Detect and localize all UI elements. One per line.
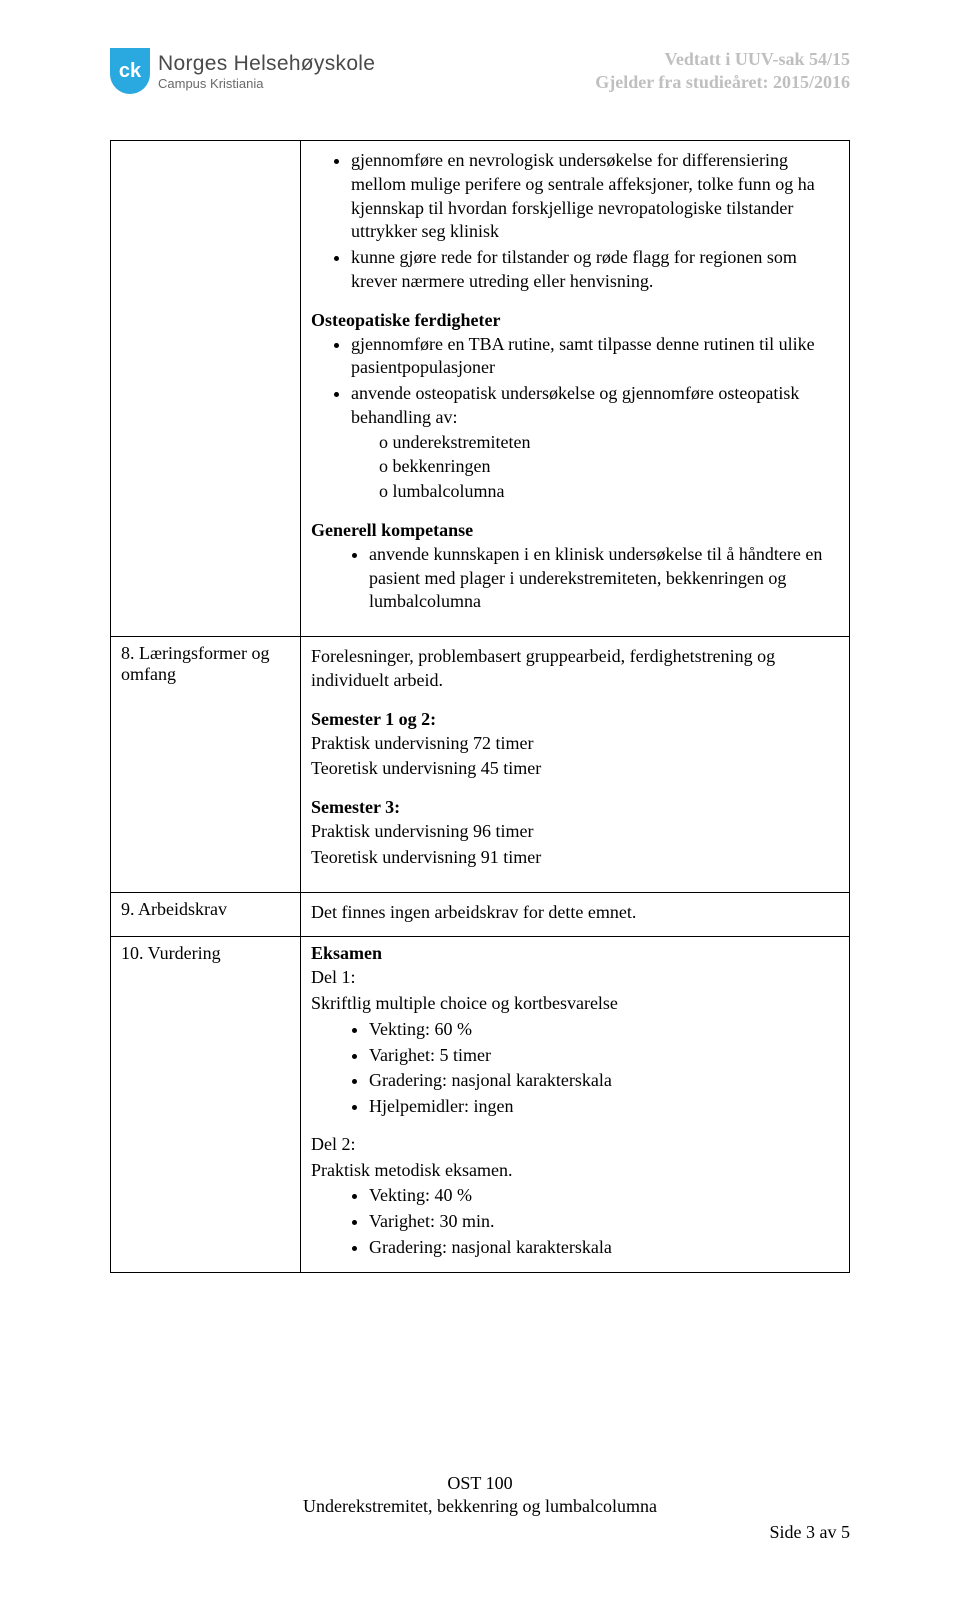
footer-page-number: Side 3 av 5 (0, 1521, 960, 1544)
sem3-heading: Semester 3: (311, 797, 839, 818)
del1-line: Skriftlig multiple choice og kortbesvare… (311, 992, 839, 1016)
row10-content: Eksamen Del 1: Skriftlig multiple choice… (301, 937, 850, 1272)
sem3-line: Teoretisk undervisning 91 timer (311, 846, 839, 870)
logo-text: Norges Helsehøyskole Campus Kristiania (158, 52, 375, 91)
row9-label: 9. Arbeidskrav (111, 892, 301, 937)
generell-bullet: anvende kunnskapen i en klinisk undersøk… (369, 543, 839, 614)
osteo-sub: lumbalcolumna (379, 480, 839, 504)
logo-main: Norges Helsehøyskole (158, 52, 375, 76)
sem12-line: Praktisk undervisning 72 timer (311, 732, 839, 756)
footer-line1: OST 100 (0, 1472, 960, 1495)
row10-label: 10. Vurdering (111, 937, 301, 1272)
table-row: 8. Læringsformer og omfang Forelesninger… (111, 637, 850, 893)
eksamen-heading: Eksamen (311, 943, 839, 964)
del1-bullet: Vekting: 60 % (369, 1018, 839, 1042)
row-label-empty (111, 141, 301, 637)
sem12-heading: Semester 1 og 2: (311, 709, 839, 730)
del2-bullet: Vekting: 40 % (369, 1184, 839, 1208)
osteo-bullet: anvende osteopatisk undersøkelse og gjen… (351, 382, 839, 504)
osteo-bullet: gjennomføre en TBA rutine, samt tilpasse… (351, 333, 839, 381)
page-footer: OST 100 Underekstremitet, bekkenring og … (0, 1472, 960, 1544)
course-table: gjennomføre en nevrologisk undersøkelse … (110, 140, 850, 1273)
table-row: gjennomføre en nevrologisk undersøkelse … (111, 141, 850, 637)
row8-intro: Forelesninger, problembasert gruppearbei… (311, 645, 839, 693)
del2-line: Praktisk metodisk eksamen. (311, 1159, 839, 1183)
logo-mark-icon: ck (110, 48, 150, 94)
row9-content: Det finnes ingen arbeidskrav for dette e… (301, 892, 850, 937)
logo-sub: Campus Kristiania (158, 76, 375, 91)
del2-label: Del 2: (311, 1133, 839, 1157)
row9-text: Det finnes ingen arbeidskrav for dette e… (311, 901, 839, 925)
table-row: 10. Vurdering Eksamen Del 1: Skriftlig m… (111, 937, 850, 1272)
del2-bullet: Varighet: 30 min. (369, 1210, 839, 1234)
del1-label: Del 1: (311, 966, 839, 990)
brand-logo: ck Norges Helsehøyskole Campus Kristiani… (110, 48, 375, 94)
del1-bullet: Gradering: nasjonal karakterskala (369, 1069, 839, 1093)
del1-bullet: Hjelpemidler: ingen (369, 1095, 839, 1119)
header-meta-line1: Vedtatt i UUV-sak 54/15 (595, 48, 850, 71)
header-meta: Vedtatt i UUV-sak 54/15 Gjelder fra stud… (595, 48, 850, 95)
del2-bullet: Gradering: nasjonal karakterskala (369, 1236, 839, 1260)
page-content: gjennomføre en nevrologisk undersøkelse … (110, 140, 850, 1273)
osteo-heading: Osteopatiske ferdigheter (311, 310, 839, 331)
row8-content: Forelesninger, problembasert gruppearbei… (301, 637, 850, 893)
header-meta-line2: Gjelder fra studieåret: 2015/2016 (595, 71, 850, 94)
row-content-intro: gjennomføre en nevrologisk undersøkelse … (301, 141, 850, 637)
osteo-bullet-text: anvende osteopatisk undersøkelse og gjen… (351, 383, 799, 427)
table-row: 9. Arbeidskrav Det finnes ingen arbeidsk… (111, 892, 850, 937)
osteo-sub: underekstremiteten (379, 431, 839, 455)
row8-label: 8. Læringsformer og omfang (111, 637, 301, 893)
intro-bullet: gjennomføre en nevrologisk undersøkelse … (351, 149, 839, 244)
del1-bullet: Varighet: 5 timer (369, 1044, 839, 1068)
sem12-line: Teoretisk undervisning 45 timer (311, 757, 839, 781)
osteo-sub: bekkenringen (379, 455, 839, 479)
footer-line2: Underekstremitet, bekkenring og lumbalco… (0, 1495, 960, 1518)
sem3-line: Praktisk undervisning 96 timer (311, 820, 839, 844)
generell-heading: Generell kompetanse (311, 520, 839, 541)
intro-bullet: kunne gjøre rede for tilstander og røde … (351, 246, 839, 294)
